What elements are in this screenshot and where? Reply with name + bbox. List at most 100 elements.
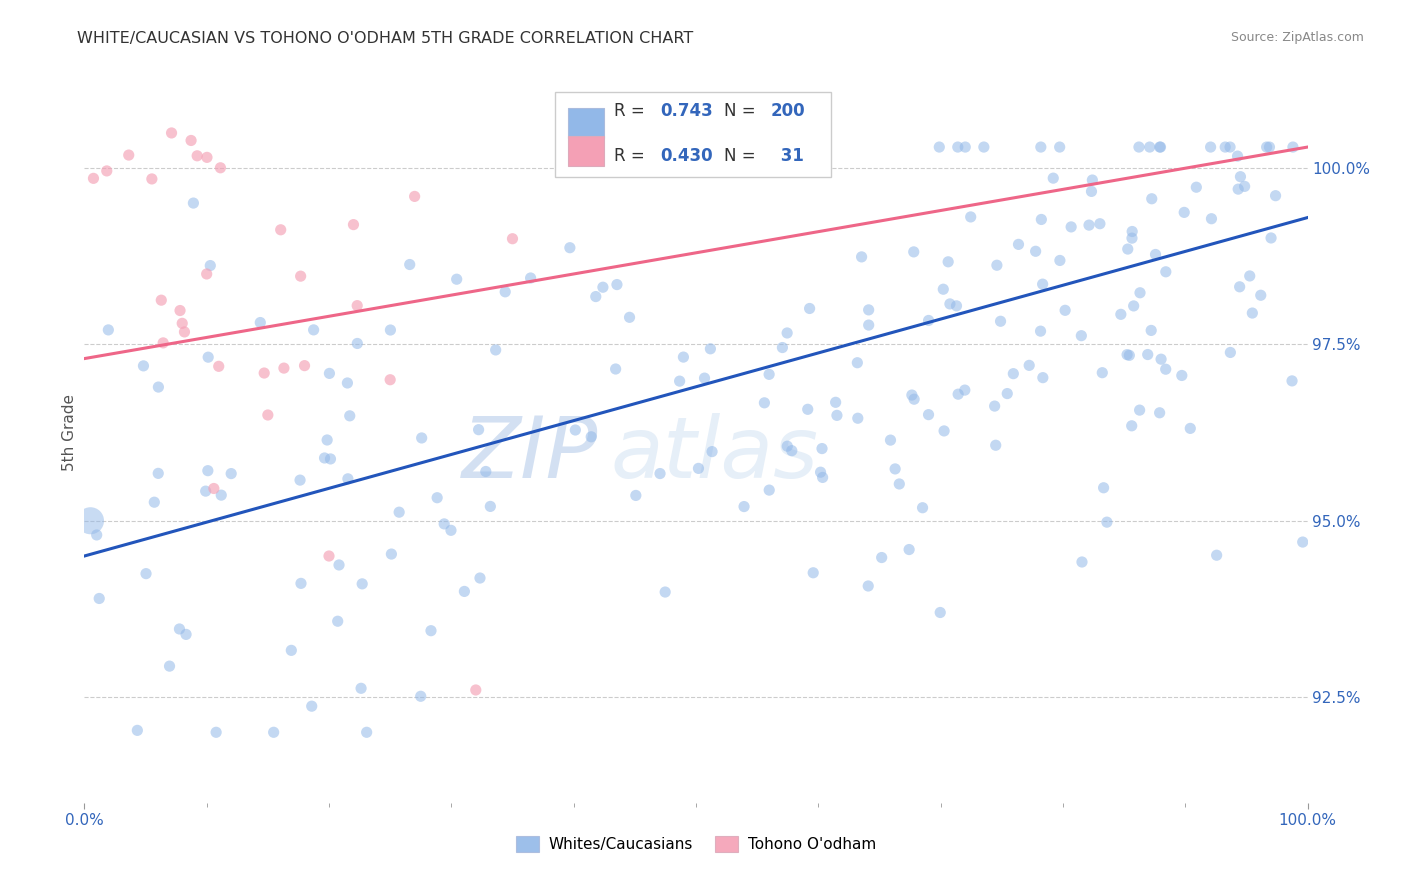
Point [346, 336, 368, 351]
Point [1018, 359, 1040, 373]
Point [939, 297, 962, 311]
Point [879, 433, 901, 447]
Point [758, 483, 780, 497]
Point [1140, 192, 1163, 206]
Point [911, 500, 934, 515]
Point [1154, 362, 1177, 376]
Point [467, 423, 489, 437]
Point [148, 467, 170, 481]
Point [754, 396, 776, 410]
Text: N =: N = [724, 102, 761, 120]
Legend: Whites/Caucasians, Tohono O'odham: Whites/Caucasians, Tohono O'odham [510, 830, 882, 858]
Point [932, 424, 955, 438]
Point [973, 140, 995, 154]
Point [150, 293, 173, 308]
Y-axis label: 5th Grade: 5th Grade [62, 394, 77, 471]
Point [1180, 421, 1202, 435]
Point [846, 356, 869, 370]
Point [811, 470, 834, 484]
Point [409, 690, 432, 704]
Point [1109, 307, 1132, 321]
Point [96, 164, 118, 178]
Point [440, 524, 463, 538]
Point [1095, 515, 1118, 529]
Point [1171, 368, 1194, 383]
Point [1226, 149, 1249, 163]
Point [1149, 140, 1171, 154]
Point [1205, 548, 1227, 562]
Text: R =: R = [614, 102, 650, 120]
FancyBboxPatch shape [555, 92, 831, 178]
Point [1149, 406, 1171, 420]
Point [995, 386, 1018, 401]
Point [1227, 182, 1250, 196]
Point [903, 392, 925, 407]
Point [388, 505, 411, 519]
Point [1264, 188, 1286, 202]
Point [811, 442, 834, 456]
Point [380, 323, 402, 337]
Point [742, 140, 765, 154]
Point [411, 431, 433, 445]
Point [1154, 265, 1177, 279]
Point [1136, 347, 1159, 361]
Point [758, 368, 780, 382]
Point [263, 725, 285, 739]
Text: WHITE/CAUCASIAN VS TOHONO O'ODHAM 5TH GRADE CORRELATION CHART: WHITE/CAUCASIAN VS TOHONO O'ODHAM 5TH GR… [77, 31, 693, 46]
Point [398, 258, 420, 272]
Point [917, 408, 939, 422]
Point [770, 341, 793, 355]
Point [624, 488, 647, 502]
Point [143, 495, 166, 509]
Point [160, 126, 183, 140]
Point [984, 438, 1007, 452]
Point [668, 374, 690, 388]
Point [426, 491, 449, 505]
Point [209, 161, 232, 175]
Point [558, 241, 581, 255]
Point [1281, 374, 1303, 388]
Point [82, 171, 104, 186]
Point [209, 488, 232, 502]
Point [1129, 285, 1152, 300]
Point [1256, 140, 1278, 154]
Point [1070, 328, 1092, 343]
Point [1025, 244, 1047, 259]
Point [1032, 370, 1054, 384]
Text: atlas: atlas [610, 413, 818, 496]
Point [302, 323, 325, 337]
Point [983, 399, 1005, 413]
Point [672, 350, 695, 364]
Point [1201, 211, 1223, 226]
Point [564, 423, 586, 437]
Point [688, 461, 710, 475]
Point [380, 373, 402, 387]
Point [380, 547, 402, 561]
Point [1091, 366, 1114, 380]
Point [1054, 303, 1077, 318]
Point [485, 343, 508, 357]
Point [1173, 205, 1195, 219]
FancyBboxPatch shape [568, 108, 605, 137]
Point [253, 366, 276, 380]
Point [1219, 345, 1241, 359]
Point [79, 514, 101, 528]
Point [453, 584, 475, 599]
Point [135, 566, 157, 581]
Point [825, 409, 848, 423]
Point [1239, 268, 1261, 283]
Point [1049, 140, 1071, 154]
Point [1092, 481, 1115, 495]
FancyBboxPatch shape [568, 136, 605, 166]
Point [479, 500, 502, 514]
Point [336, 376, 359, 390]
Point [186, 149, 208, 163]
Point [174, 627, 197, 641]
Point [1140, 323, 1163, 337]
Point [851, 250, 873, 264]
Point [1129, 403, 1152, 417]
Point [219, 467, 242, 481]
Point [342, 218, 364, 232]
Point [273, 361, 295, 376]
Point [314, 450, 336, 465]
